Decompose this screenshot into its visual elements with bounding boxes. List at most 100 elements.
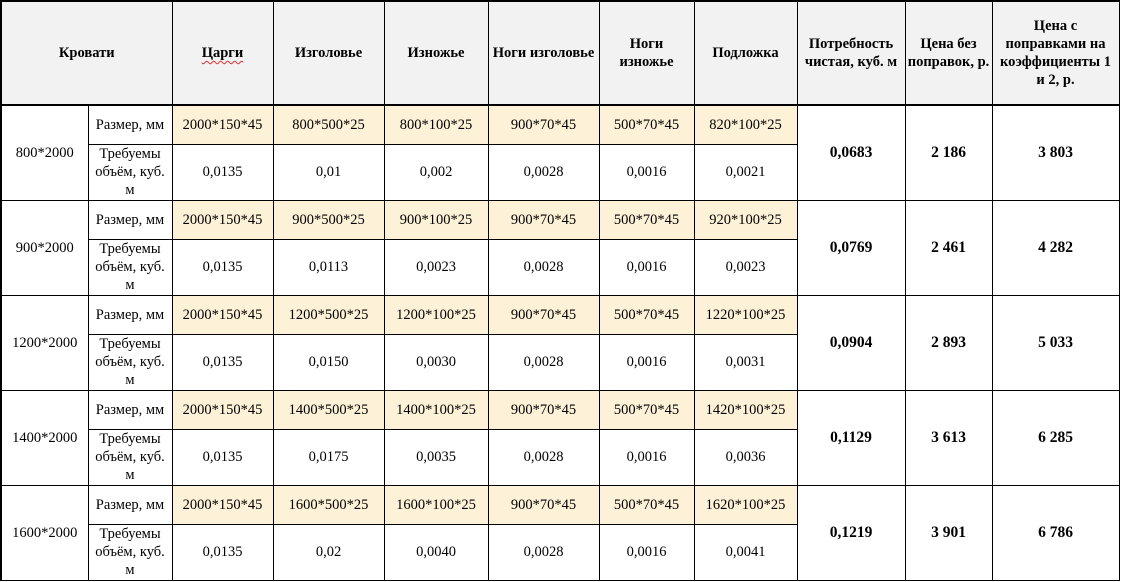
price-plain-cell[interactable]: 3 901	[904, 484, 993, 581]
volume-cell-headboard[interactable]: 0,0150	[272, 333, 385, 391]
price-plain-cell[interactable]: 3 613	[904, 389, 993, 486]
volume-cell-footboard[interactable]: 0,0040	[383, 523, 489, 581]
volume-cell-head-legs[interactable]: 0,0028	[487, 523, 600, 581]
size-label-cell[interactable]: Размер, мм	[87, 104, 173, 145]
dimension-cell-foot-legs[interactable]: 500*70*45	[598, 389, 695, 430]
volume-cell-footboard[interactable]: 0,0035	[383, 428, 489, 486]
dimension-cell-headboard[interactable]: 1400*500*25	[272, 389, 385, 430]
volume-cell-tsargi[interactable]: 0,0135	[171, 428, 274, 486]
dimension-cell-base[interactable]: 1420*100*25	[693, 389, 798, 430]
volume-cell-headboard[interactable]: 0,01	[272, 143, 385, 201]
volume-cell-foot-legs[interactable]: 0,0016	[598, 238, 695, 296]
dimension-cell-foot-legs[interactable]: 500*70*45	[598, 104, 695, 145]
dimension-cell-footboard[interactable]: 1400*100*25	[383, 389, 489, 430]
volume-cell-head-legs[interactable]: 0,0028	[487, 238, 600, 296]
dimension-cell-tsargi[interactable]: 2000*150*45	[171, 484, 274, 525]
volume-cell-foot-legs[interactable]: 0,0016	[598, 143, 695, 201]
volume-cell-footboard[interactable]: 0,0023	[383, 238, 489, 296]
dimension-cell-base[interactable]: 820*100*25	[693, 104, 798, 145]
volume-cell-foot-legs[interactable]: 0,0016	[598, 523, 695, 581]
dimension-cell-tsargi[interactable]: 2000*150*45	[171, 294, 274, 335]
volume-label-cell[interactable]: Требуемы объём, куб. м	[87, 238, 173, 296]
header-price-plain[interactable]: Цена без поправок, р.	[904, 0, 993, 106]
size-label-cell[interactable]: Размер, мм	[87, 294, 173, 335]
dimension-cell-footboard[interactable]: 1200*100*25	[383, 294, 489, 335]
header-col-head-legs[interactable]: Ноги изголовье	[487, 0, 600, 106]
volume-cell-foot-legs[interactable]: 0,0016	[598, 428, 695, 486]
volume-cell-tsargi[interactable]: 0,0135	[171, 238, 274, 296]
price-coef-cell[interactable]: 3 803	[991, 104, 1120, 201]
volume-cell-headboard[interactable]: 0,0175	[272, 428, 385, 486]
net-need-cell[interactable]: 0,0769	[796, 199, 906, 296]
size-label-cell[interactable]: Размер, мм	[87, 484, 173, 525]
dimension-cell-footboard[interactable]: 1600*100*25	[383, 484, 489, 525]
dimension-cell-foot-legs[interactable]: 500*70*45	[598, 199, 695, 240]
price-coef-cell[interactable]: 4 282	[991, 199, 1120, 296]
bed-size-cell[interactable]: 900*2000	[0, 199, 89, 296]
net-need-cell[interactable]: 0,1219	[796, 484, 906, 581]
dimension-cell-head-legs[interactable]: 900*70*45	[487, 389, 600, 430]
volume-cell-foot-legs[interactable]: 0,0016	[598, 333, 695, 391]
volume-label-cell[interactable]: Требуемы объём, куб. м	[87, 143, 173, 201]
bed-size-cell[interactable]: 800*2000	[0, 104, 89, 201]
dimension-cell-head-legs[interactable]: 900*70*45	[487, 294, 600, 335]
volume-cell-tsargi[interactable]: 0,0135	[171, 143, 274, 201]
dimension-cell-headboard[interactable]: 1200*500*25	[272, 294, 385, 335]
header-col-footboard[interactable]: Изножье	[383, 0, 489, 106]
dimension-cell-base[interactable]: 1620*100*25	[693, 484, 798, 525]
dimension-cell-tsargi[interactable]: 2000*150*45	[171, 389, 274, 430]
net-need-cell[interactable]: 0,0904	[796, 294, 906, 391]
bed-size-cell[interactable]: 1200*2000	[0, 294, 89, 391]
volume-cell-footboard[interactable]: 0,002	[383, 143, 489, 201]
net-need-cell[interactable]: 0,0683	[796, 104, 906, 201]
price-plain-cell[interactable]: 2 461	[904, 199, 993, 296]
dimension-cell-tsargi[interactable]: 2000*150*45	[171, 104, 274, 145]
volume-cell-base[interactable]: 0,0036	[693, 428, 798, 486]
volume-cell-head-legs[interactable]: 0,0028	[487, 428, 600, 486]
volume-cell-tsargi[interactable]: 0,0135	[171, 333, 274, 391]
volume-cell-headboard[interactable]: 0,0113	[272, 238, 385, 296]
dimension-cell-base[interactable]: 920*100*25	[693, 199, 798, 240]
dimension-cell-footboard[interactable]: 900*100*25	[383, 199, 489, 240]
volume-label-cell[interactable]: Требуемы объём, куб. м	[87, 523, 173, 581]
price-coef-cell[interactable]: 6 786	[991, 484, 1120, 581]
volume-cell-base[interactable]: 0,0031	[693, 333, 798, 391]
volume-cell-tsargi[interactable]: 0,0135	[171, 523, 274, 581]
dimension-cell-base[interactable]: 1220*100*25	[693, 294, 798, 335]
volume-cell-headboard[interactable]: 0,02	[272, 523, 385, 581]
header-beds[interactable]: Кровати	[0, 0, 173, 106]
header-col-foot-legs[interactable]: Ноги изножье	[598, 0, 695, 106]
net-need-cell[interactable]: 0,1129	[796, 389, 906, 486]
dimension-cell-footboard[interactable]: 800*100*25	[383, 104, 489, 145]
dimension-cell-head-legs[interactable]: 900*70*45	[487, 104, 600, 145]
price-coef-cell[interactable]: 6 285	[991, 389, 1120, 486]
bed-size-cell[interactable]: 1600*2000	[0, 484, 89, 581]
volume-cell-base[interactable]: 0,0023	[693, 238, 798, 296]
volume-label-cell[interactable]: Требуемы объём, куб. м	[87, 428, 173, 486]
price-plain-cell[interactable]: 2 186	[904, 104, 993, 201]
header-col-base[interactable]: Подложка	[693, 0, 798, 106]
header-price-coef[interactable]: Цена с поправками на коэффициенты 1 и 2,…	[991, 0, 1120, 106]
dimension-cell-headboard[interactable]: 800*500*25	[272, 104, 385, 145]
volume-label-cell[interactable]: Требуемы объём, куб. м	[87, 333, 173, 391]
dimension-cell-foot-legs[interactable]: 500*70*45	[598, 294, 695, 335]
header-net-need[interactable]: Потребность чистая, куб. м	[796, 0, 906, 106]
volume-cell-head-legs[interactable]: 0,0028	[487, 143, 600, 201]
dimension-cell-headboard[interactable]: 1600*500*25	[272, 484, 385, 525]
volume-cell-head-legs[interactable]: 0,0028	[487, 333, 600, 391]
header-col-headboard[interactable]: Изголовье	[272, 0, 385, 106]
price-plain-cell[interactable]: 2 893	[904, 294, 993, 391]
header-col-tsargi[interactable]: Царги	[171, 0, 274, 106]
dimension-cell-head-legs[interactable]: 900*70*45	[487, 484, 600, 525]
dimension-cell-foot-legs[interactable]: 500*70*45	[598, 484, 695, 525]
bed-size-cell[interactable]: 1400*2000	[0, 389, 89, 486]
size-label-cell[interactable]: Размер, мм	[87, 389, 173, 430]
dimension-cell-headboard[interactable]: 900*500*25	[272, 199, 385, 240]
volume-cell-base[interactable]: 0,0021	[693, 143, 798, 201]
price-coef-cell[interactable]: 5 033	[991, 294, 1120, 391]
volume-cell-footboard[interactable]: 0,0030	[383, 333, 489, 391]
dimension-cell-tsargi[interactable]: 2000*150*45	[171, 199, 274, 240]
size-label-cell[interactable]: Размер, мм	[87, 199, 173, 240]
volume-cell-base[interactable]: 0,0041	[693, 523, 798, 581]
dimension-cell-head-legs[interactable]: 900*70*45	[487, 199, 600, 240]
